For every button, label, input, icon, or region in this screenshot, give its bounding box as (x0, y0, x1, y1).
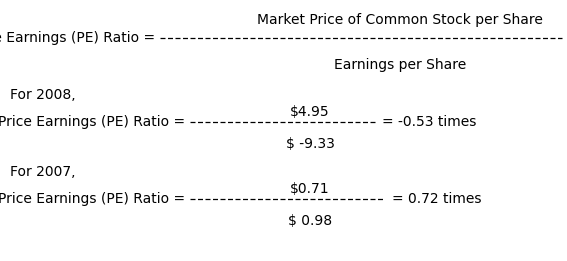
Text: For 2008,: For 2008, (10, 88, 75, 102)
Text: Price Earnings (PE) Ratio =: Price Earnings (PE) Ratio = (0, 115, 185, 129)
Text: = 0.72 times: = 0.72 times (392, 192, 481, 206)
Text: Price Earnings (PE) Ratio =: Price Earnings (PE) Ratio = (0, 192, 185, 206)
Text: = -0.53 times: = -0.53 times (382, 115, 476, 129)
Text: $ 0.98: $ 0.98 (288, 214, 332, 228)
Text: $4.95: $4.95 (290, 105, 330, 119)
Text: Earnings per Share: Earnings per Share (334, 58, 466, 72)
Text: Price Earnings (PE) Ratio =: Price Earnings (PE) Ratio = (0, 31, 155, 45)
Text: $0.71: $0.71 (290, 182, 330, 196)
Text: For 2007,: For 2007, (10, 165, 75, 179)
Text: Market Price of Common Stock per Share: Market Price of Common Stock per Share (257, 13, 543, 27)
Text: $ -9.33: $ -9.33 (286, 137, 335, 151)
